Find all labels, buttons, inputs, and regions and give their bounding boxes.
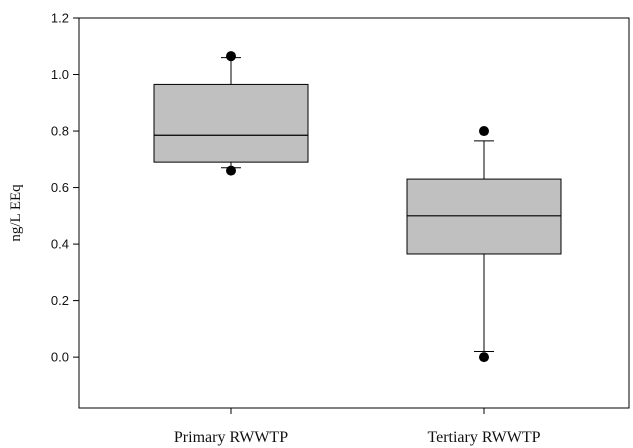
outlier-point xyxy=(226,165,236,176)
outlier-point xyxy=(226,51,236,62)
y-tick-label: 1.0 xyxy=(51,67,69,82)
plot-area xyxy=(78,17,630,409)
y-tick-label: 0.0 xyxy=(51,350,69,365)
y-tick-label: 0.6 xyxy=(51,180,69,195)
x-axis: Primary RWWTP Tertiary RWWTP xyxy=(174,408,541,446)
x-tick-label: Primary RWWTP xyxy=(174,429,288,446)
iqr-box xyxy=(406,178,562,255)
x-tick-label: Tertiary RWWTP xyxy=(427,429,540,446)
y-axis-title: ng/L EEq xyxy=(8,184,24,242)
outlier-point xyxy=(479,126,489,137)
y-tick-label: 0.2 xyxy=(51,293,69,308)
y-axis: 0.0 0.2 0.4 0.6 0.8 1.0 1.2 xyxy=(51,11,79,365)
y-tick-label: 0.8 xyxy=(51,124,69,139)
box-1 xyxy=(153,51,309,176)
box-2 xyxy=(406,126,562,363)
y-tick-label: 1.2 xyxy=(51,11,69,26)
y-tick-label: 0.4 xyxy=(51,237,69,252)
outlier-point xyxy=(479,352,489,363)
iqr-box xyxy=(153,83,309,163)
boxes-group xyxy=(153,51,562,363)
